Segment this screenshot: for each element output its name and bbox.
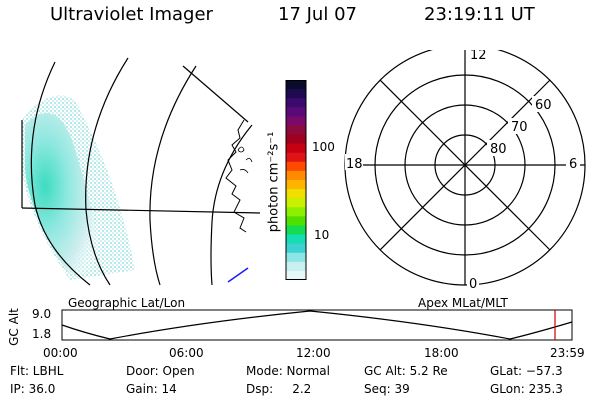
colorbar-swatch <box>286 198 306 208</box>
time-label: 23:19:11 UT <box>424 4 535 25</box>
ground-track-segment <box>227 267 249 283</box>
colorbar-tick-100: 100 <box>312 140 335 154</box>
colorbar-swatch <box>286 225 306 236</box>
colorbar-swatch <box>286 116 306 126</box>
date-label: 17 Jul 07 <box>278 4 357 25</box>
lat-label-70: 70 <box>511 120 528 135</box>
timeline-ytick-top: 9.0 <box>32 307 52 321</box>
colorbar-swatch <box>286 161 306 172</box>
geographic-longitude-readout: GLon: 235.3 <box>490 382 563 396</box>
colorbar-border <box>285 80 307 280</box>
timeline-right-label: Apex MLat/MLT <box>418 296 508 310</box>
gain-readout: Gain: 14 <box>126 382 177 396</box>
colorbar-swatch <box>286 180 306 190</box>
timeline-yaxis-label: GC Alt <box>7 308 21 346</box>
colorbar-swatch <box>286 189 306 199</box>
colorbar-swatch <box>286 134 306 145</box>
colorbar-swatch <box>286 207 306 217</box>
colorbar-swatch <box>286 170 306 181</box>
colorbar-units-label: photon cm⁻²s⁻¹ <box>266 131 282 233</box>
colorbar-swatch <box>286 143 306 154</box>
colorbar-swatch <box>286 152 306 163</box>
mlt-label-6: 6 <box>569 157 577 172</box>
colorbar-swatch <box>286 80 306 90</box>
timeline-left-label: Geographic Lat/Lon <box>68 296 186 310</box>
aurora-emission-region <box>22 95 135 280</box>
altitude-timeline-plot <box>61 309 573 341</box>
sequence-readout: Seq: 39 <box>364 382 410 396</box>
ip-readout: IP: 36.0 <box>10 382 56 396</box>
colorbar-tick-10: 10 <box>314 228 330 242</box>
timeline-xtick-0600: 06:00 <box>169 346 204 360</box>
colorbar-swatch <box>286 234 306 245</box>
timeline-ytick-bottom: 1.8 <box>32 327 52 341</box>
timeline-xtick-0000: 00:00 <box>43 346 78 360</box>
mlt-label-0: 0 <box>469 277 477 290</box>
coastline-islands <box>237 146 253 174</box>
colorbar-swatch <box>286 243 306 254</box>
geographic-latitude-readout: GLat: −57.3 <box>490 364 563 378</box>
lat-label-80: 80 <box>490 142 507 157</box>
colorbar-swatch <box>286 89 306 99</box>
map-grid-lines <box>21 57 260 286</box>
lat-label-60: 60 <box>535 98 552 113</box>
timeline-xtick-1200: 12:00 <box>296 346 331 360</box>
filter-readout: Flt: LBHL <box>10 364 64 378</box>
colorbar-swatch <box>286 125 306 136</box>
instrument-title: Ultraviolet Imager <box>50 4 213 25</box>
geographic-map <box>21 57 260 286</box>
diagonal-line-b <box>379 79 551 251</box>
coastline <box>225 119 247 233</box>
mlt-label-12: 12 <box>470 50 487 63</box>
colorbar-swatch <box>286 107 306 117</box>
colorbar-swatch <box>286 270 306 280</box>
mode-readout: Mode: Normal <box>246 364 330 378</box>
door-readout: Door: Open <box>126 364 195 378</box>
mlt-label-18: 18 <box>346 157 363 172</box>
altitude-curve <box>61 310 573 340</box>
dsp-readout: Dsp: 2.2 <box>246 382 312 396</box>
colorbar-swatch <box>286 98 306 108</box>
color-scale-bar <box>285 80 307 280</box>
colorbar-swatch <box>286 216 306 226</box>
colorbar-swatch <box>286 261 306 272</box>
timeline-xtick-1800: 18:00 <box>424 346 459 360</box>
gc-altitude-readout: GC Alt: 5.2 Re <box>364 364 448 378</box>
colorbar-swatch <box>286 252 306 263</box>
polar-mlat-mlt-plot: 12 6 0 18 60 70 80 <box>344 50 586 290</box>
timeline-xtick-2359: 23:59 <box>550 346 585 360</box>
